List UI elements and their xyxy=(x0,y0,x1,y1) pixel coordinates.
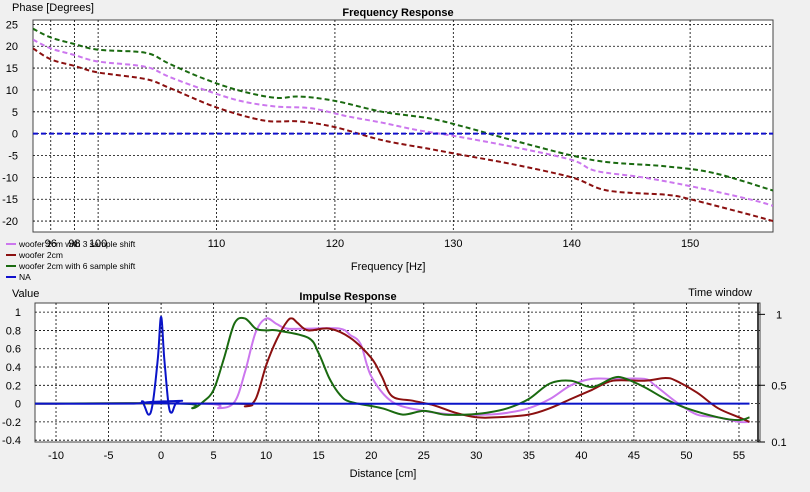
y-tick-label: 0.6 xyxy=(6,344,21,356)
x-axis-label: Distance [cm] xyxy=(350,468,417,480)
y-tick-label: 0 xyxy=(15,399,21,411)
x-tick-label: -10 xyxy=(48,450,64,462)
series-line xyxy=(33,38,773,207)
y2-tick-label: 0.5 xyxy=(771,380,786,392)
y-tick-label: -10 xyxy=(2,172,18,184)
series-line xyxy=(35,316,750,422)
series-line xyxy=(35,317,750,423)
y-tick-label: -5 xyxy=(8,151,18,163)
x-tick-label: 10 xyxy=(260,450,272,462)
y2-axis-label: Time window xyxy=(688,287,752,299)
x-tick-label: 96 xyxy=(45,238,57,250)
x-tick-label: 98 xyxy=(68,238,80,250)
x-tick-label: 130 xyxy=(444,238,462,250)
plot-area xyxy=(32,19,774,233)
y-axis-label: Value xyxy=(12,288,39,300)
x-tick-label: 55 xyxy=(733,450,745,462)
legend-label: NA xyxy=(19,272,31,282)
x-tick-label: 50 xyxy=(680,450,692,462)
frequency-response-chart: 96 98 100 110 120 130 140 150 -20 -15 -10 -5 0 5 10 15 2… xyxy=(2,2,774,282)
x-tick-label: 120 xyxy=(326,238,344,250)
x-tick-label: 110 xyxy=(208,238,226,250)
y-tick-label: 0 xyxy=(12,129,18,141)
y-tick-label: 20 xyxy=(6,41,18,53)
legend-label: woofer 2cm xyxy=(18,250,63,260)
y-tick-label: 5 xyxy=(12,107,18,119)
y-tick-label: -20 xyxy=(2,216,18,228)
y-tick-label: 15 xyxy=(6,63,18,75)
y-tick-label: 10 xyxy=(6,85,18,97)
x-tick-label: -5 xyxy=(104,450,114,462)
x-tick-label: 20 xyxy=(365,450,377,462)
impulse-response-chart: -10 -5 0 5 10 15 20 25 30 35 40 45 50 55 -0.4 -0.2 0 0.2 0… xyxy=(2,287,787,480)
series-line xyxy=(33,27,773,192)
x-tick-label: 35 xyxy=(523,450,535,462)
series-line xyxy=(35,317,750,424)
y2-tick-label: 0.1 xyxy=(771,437,786,449)
y-tick-label: 1 xyxy=(15,307,21,319)
plot-area xyxy=(34,302,761,443)
legend-label: woofer 2cm with 6 sample shift xyxy=(18,261,136,271)
x-tick-label: 5 xyxy=(211,450,217,462)
x-tick-label: 140 xyxy=(563,238,581,250)
legend-label: woofer 2cm with 3 sample shift xyxy=(18,239,136,249)
y-tick-label: 0.8 xyxy=(6,325,21,337)
x-tick-label: 45 xyxy=(628,450,640,462)
x-tick-label: 150 xyxy=(681,238,699,250)
x-axis-label: Frequency [Hz] xyxy=(351,261,426,273)
series-group xyxy=(33,27,773,223)
y-tick-label: -0.2 xyxy=(2,417,21,429)
y-tick-label: 0.4 xyxy=(6,362,21,374)
chart-title: Frequency Response xyxy=(342,7,453,19)
y-tick-label: 0.2 xyxy=(6,380,21,392)
chart-title: Impulse Response xyxy=(299,291,396,303)
x-tick-label: 0 xyxy=(158,450,164,462)
x-tick-label: 30 xyxy=(470,450,482,462)
x-tick-label: 40 xyxy=(575,450,587,462)
y-tick-label: -15 xyxy=(2,194,18,206)
x-tick-label: 25 xyxy=(418,450,430,462)
x-tick-label: 15 xyxy=(313,450,325,462)
y-tick-label: 25 xyxy=(6,19,18,31)
y2-tick-label: 1 xyxy=(776,309,782,321)
series-group xyxy=(35,315,750,424)
y-tick-label: -0.4 xyxy=(2,435,21,447)
x-tick-label: 100 xyxy=(89,238,107,250)
y-axis-label: Phase [Degrees] xyxy=(12,2,94,14)
series-line xyxy=(35,315,750,416)
